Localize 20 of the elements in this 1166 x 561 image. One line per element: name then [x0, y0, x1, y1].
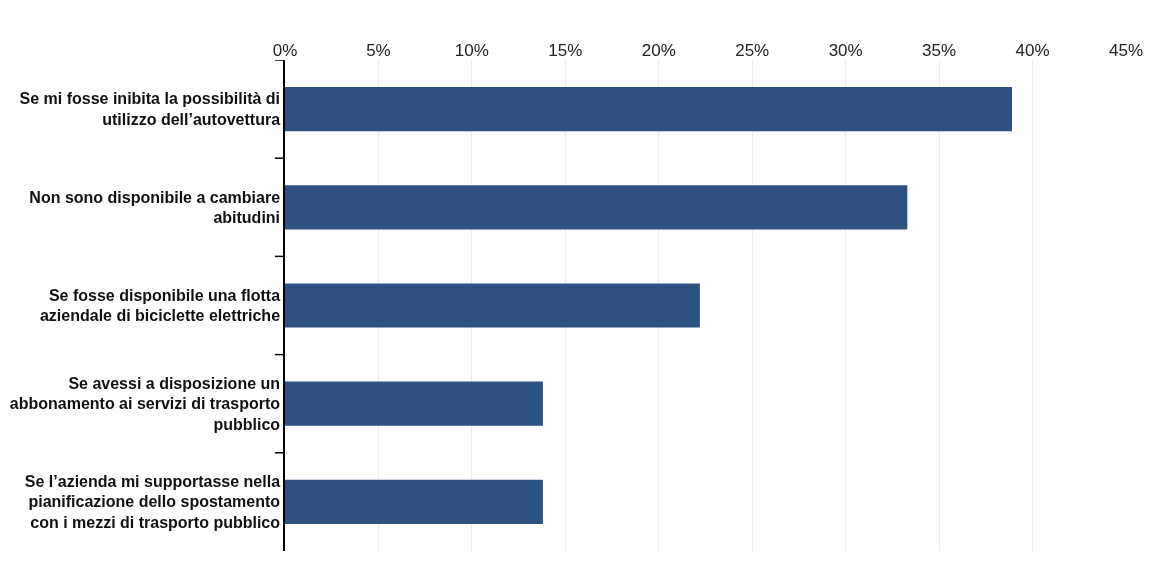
y-tick-label: Se avessi a disposizione un abbonamento ai servizi di trasporto pubblico [9, 374, 281, 434]
bar [285, 87, 1012, 132]
bar [285, 283, 700, 328]
x-tick-label: 35% [922, 40, 957, 60]
bar [285, 479, 543, 524]
x-tick-label: 40% [1015, 40, 1050, 60]
x-tick-label: 0% [272, 40, 298, 60]
bar [285, 381, 543, 426]
x-tick-label: 25% [735, 40, 770, 60]
y-tick-label: Se mi fosse inibita la possibilità di utilizzo dell’autovettura [19, 90, 281, 129]
x-tick-label: 45% [1108, 40, 1144, 60]
x-tick-label: 10% [454, 40, 489, 60]
x-tick-label: 20% [641, 40, 676, 60]
x-tick-label: 5% [366, 40, 391, 60]
x-tick-label: 30% [828, 40, 863, 60]
bar [285, 185, 908, 230]
y-tick-label: Non sono disponibile a cambiare abitudini [29, 188, 281, 227]
y-tick-label: Se fosse disponibile una flotta aziendale di biciclette elettriche [39, 286, 281, 325]
x-tick-label: 15% [548, 40, 583, 60]
y-tick-label: Se l’azienda mi supportasse nella pianificazione dello spostamento con i mezzi di trasporto pubblico [24, 472, 281, 532]
